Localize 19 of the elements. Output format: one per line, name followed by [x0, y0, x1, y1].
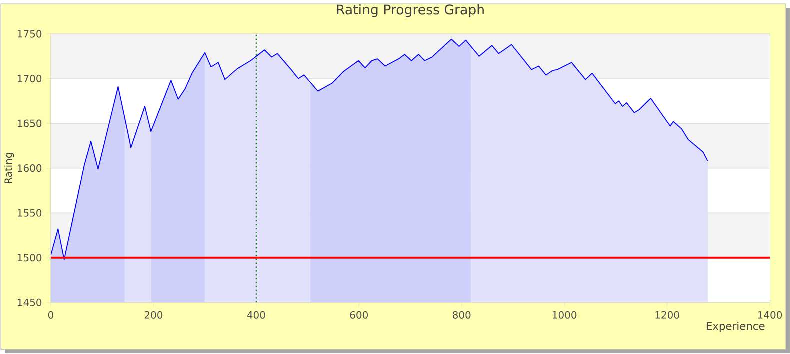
y-tick-label: 1500 [18, 254, 42, 262]
x-axis-title: Experience [706, 322, 765, 333]
chart-title: Rating Progress Graph [337, 4, 484, 18]
y-tick-label: 1650 [18, 120, 42, 128]
x-tick-label: 800 [453, 312, 471, 320]
y-tick-label: 1600 [18, 164, 42, 172]
x-tick-label: 600 [350, 312, 368, 320]
y-tick-label: 1750 [18, 30, 42, 38]
y-tick-label: 1550 [18, 210, 42, 218]
x-tick-label: 1000 [552, 312, 577, 320]
y-axis-title: Rating [4, 153, 14, 184]
x-tick-label: 200 [144, 312, 163, 320]
x-tick-label: 1200 [656, 312, 680, 320]
x-tick-label: 1400 [758, 312, 782, 320]
x-tick-label: 400 [247, 312, 266, 320]
y-tick-label: 1450 [18, 299, 42, 307]
line-series [50, 39, 708, 260]
y-tick-label: 1700 [18, 75, 42, 83]
x-tick-label: 0 [48, 312, 54, 320]
